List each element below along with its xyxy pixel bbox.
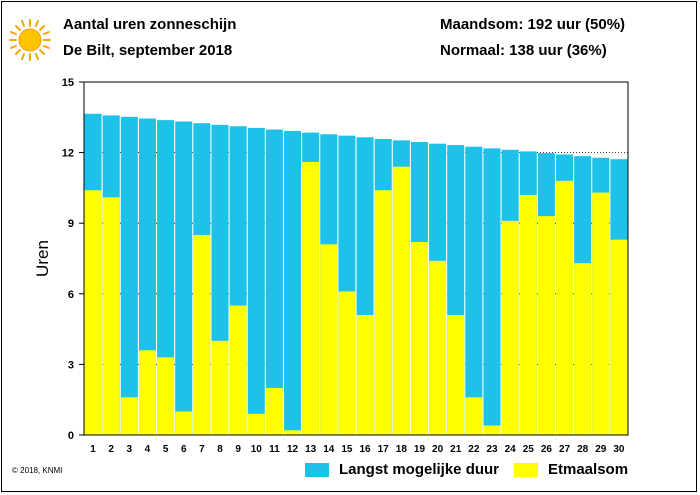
x-tick-label: 25: [523, 444, 535, 455]
plot-area-border: [83, 81, 629, 436]
bar-actual-25: [519, 194, 537, 435]
bar-actual-14: [320, 244, 338, 435]
bar-actual-29: [592, 192, 610, 435]
bar-actual-16: [356, 314, 374, 435]
bar-possible-22: [465, 146, 483, 435]
bar-possible-3: [120, 116, 138, 435]
bar-actual-11: [265, 387, 283, 435]
x-tick-label: 18: [396, 444, 408, 455]
bar-possible-12: [284, 130, 302, 435]
x-tick-label: 3: [127, 444, 133, 455]
x-tick-label: 8: [217, 444, 223, 455]
y-tick-label: 6: [68, 289, 74, 301]
bar-actual-5: [157, 357, 175, 435]
sun-icon: [9, 19, 51, 61]
x-tick-label: 6: [181, 444, 187, 455]
legend-swatch-possible: [305, 462, 329, 477]
bar-actual-30: [610, 239, 628, 435]
x-tick-label: 1: [90, 444, 96, 455]
bar-actual-28: [574, 263, 592, 435]
chart-title: Aantal uren zonneschijn: [63, 16, 237, 33]
x-tick-label: 15: [341, 444, 353, 455]
legend-swatch-actual: [514, 462, 538, 477]
bar-actual-22: [465, 397, 483, 435]
bar-actual-7: [193, 234, 211, 435]
bar-actual-8: [211, 340, 229, 435]
legend-label-possible: Langst mogelijke duur: [339, 461, 500, 478]
bar-actual-13: [302, 162, 320, 435]
bar-actual-17: [374, 190, 392, 435]
chart-subtitle: De Bilt, september 2018: [63, 42, 233, 59]
x-tick-label: 17: [378, 444, 390, 455]
bar-actual-2: [102, 197, 120, 435]
x-tick-label: 28: [577, 444, 589, 455]
legend-label-actual: Etmaalsom: [548, 461, 629, 478]
normal-sum-label: Normaal: 138 uur (36%): [440, 42, 607, 59]
x-tick-label: 11: [269, 444, 280, 455]
chart-legend: Langst mogelijke duur Etmaalsom: [0, 461, 700, 481]
x-tick-label: 29: [595, 444, 607, 455]
copyright-text: © 2018, KNMI: [12, 466, 63, 475]
x-tick-label: 21: [450, 444, 462, 455]
bar-possible-11: [265, 129, 283, 435]
bar-actual-1: [84, 190, 102, 435]
x-tick-label: 5: [163, 444, 169, 455]
x-tick-label: 4: [145, 444, 151, 455]
legend-item-actual: Etmaalsom: [514, 461, 628, 478]
bar-actual-27: [556, 180, 574, 435]
x-tick-label: 26: [541, 444, 553, 455]
x-tick-label: 12: [287, 444, 299, 455]
bar-actual-4: [138, 350, 156, 435]
bar-actual-12: [284, 430, 302, 435]
bar-possible-5: [157, 120, 175, 436]
bar-possible-10: [247, 127, 265, 435]
y-tick-label: 3: [68, 359, 74, 371]
y-tick-label: 9: [68, 218, 74, 230]
x-tick-label: 7: [199, 444, 205, 455]
y-tick-label: 15: [62, 77, 74, 89]
bar-actual-15: [338, 291, 356, 435]
x-tick-label: 14: [323, 444, 335, 455]
x-tick-label: 10: [251, 444, 263, 455]
bar-possible-23: [483, 148, 501, 435]
bar-possible-6: [175, 121, 193, 435]
x-tick-label: 9: [235, 444, 241, 455]
bar-actual-20: [429, 260, 447, 435]
legend-item-possible: Langst mogelijke duur: [305, 461, 499, 478]
bar-actual-18: [392, 166, 410, 435]
bar-actual-24: [501, 220, 519, 435]
bar-actual-6: [175, 411, 193, 435]
x-tick-label: 19: [414, 444, 426, 455]
y-tick-label: 12: [62, 148, 74, 160]
y-tick-label: 0: [68, 430, 74, 442]
bar-actual-23: [483, 425, 501, 435]
x-tick-label: 24: [505, 444, 517, 455]
bar-actual-21: [447, 314, 465, 435]
bar-actual-19: [410, 242, 428, 435]
x-tick-label: 13: [305, 444, 317, 455]
bar-actual-10: [247, 413, 265, 435]
bar-actual-9: [229, 305, 247, 435]
x-tick-label: 30: [613, 444, 625, 455]
y-axis-label: Uren: [33, 240, 52, 277]
x-tick-label: 20: [432, 444, 444, 455]
x-tick-label: 2: [108, 444, 114, 455]
month-sum-label: Maandsom: 192 uur (50%): [440, 16, 626, 33]
bar-actual-3: [120, 397, 138, 435]
bar-actual-26: [537, 216, 555, 435]
x-tick-label: 16: [360, 444, 372, 455]
x-tick-label: 22: [468, 444, 480, 455]
x-tick-label: 27: [559, 444, 571, 455]
x-tick-label: 23: [486, 444, 498, 455]
